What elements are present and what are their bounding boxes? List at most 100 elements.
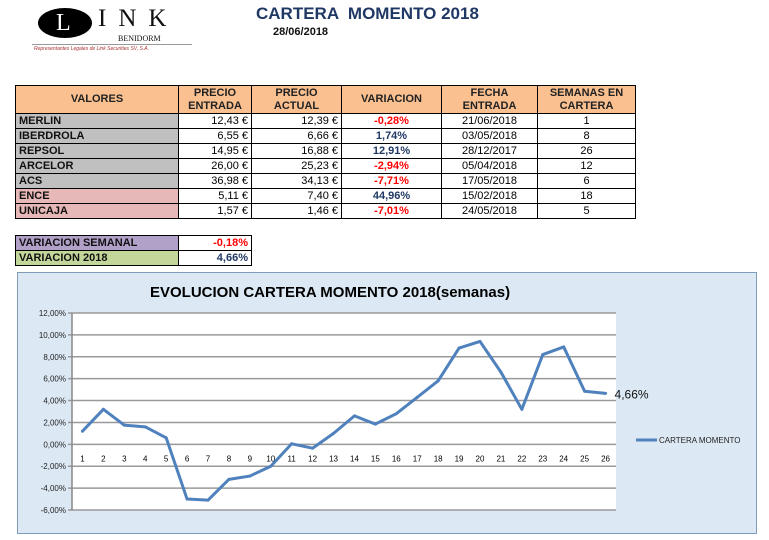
y-tick-label: -6,00% [41,506,66,515]
table-cell: 16,88 € [251,143,342,159]
table-cell: 28/12/2017 [441,143,538,159]
data-point [311,446,315,450]
data-point [185,497,189,501]
x-tick-label: 5 [164,454,169,463]
data-point [562,345,566,349]
table-cell: 34,13 € [251,173,342,189]
data-point [101,407,105,411]
y-tick-label: 10,00% [39,331,66,340]
x-tick-label: 11 [288,454,297,463]
table-cell: 26 [537,143,636,159]
x-tick-label: 23 [538,454,547,463]
page-title: CARTERA MOMENTO 2018 [256,4,479,23]
row-name: ARCELOR [15,158,179,174]
chart-title: EVOLUCION CARTERA MOMENTO 2018(semanas) [150,284,511,301]
y-tick-label: -2,00% [41,462,66,471]
x-tick-label: 13 [329,454,338,463]
data-point [394,412,398,416]
y-tick-label: 2,00% [43,418,66,427]
x-tick-label: 18 [434,454,443,463]
table-cell: 1,74% [341,128,442,144]
y-tick-label: 8,00% [43,353,66,362]
table-cell: 18 [537,188,636,204]
y-tick-label: 0,00% [43,440,66,449]
table-cell: 44,96% [341,188,442,204]
table-cell: 6,66 € [251,128,342,144]
x-tick-label: 3 [122,454,127,463]
table-cell: 5 [537,203,636,219]
data-point [143,425,147,429]
x-tick-label: 12 [308,454,317,463]
table-cell: 12,39 € [251,113,342,129]
data-point [457,346,461,350]
logo-tagline: Representantes Legales de Link Securitie… [34,46,149,52]
data-point [269,464,273,468]
table-cell: 12,43 € [178,113,252,129]
series-line [81,339,606,502]
row-name: UNICAJA [15,203,179,219]
x-tick-label: 21 [496,454,505,463]
data-point [436,379,440,383]
data-point [478,339,482,343]
logo-letter-l: L [56,10,71,36]
summary-value: -0,18% [178,235,252,251]
data-point [604,391,608,395]
table-cell: 05/04/2018 [441,158,538,174]
data-point [352,414,356,418]
logo-letters: INK [98,5,179,32]
table-cell: 25,23 € [251,158,342,174]
data-point [122,423,126,427]
data-point [248,474,252,478]
summary-value: 4,66% [178,250,252,266]
data-point [290,442,294,446]
y-tick-label: 12,00% [39,309,66,318]
x-tick-label: 9 [248,454,253,463]
x-tick-label: 10 [266,454,275,463]
table-cell: 15/02/2018 [441,188,538,204]
table-cell: 26,00 € [178,158,252,174]
x-tick-label: 25 [580,454,589,463]
x-tick-label: 1 [80,454,85,463]
y-tick-label: -4,00% [41,484,66,493]
row-name: MERLIN [15,113,179,129]
table-cell: 14,95 € [178,143,252,159]
x-tick-label: 17 [413,454,422,463]
y-tick-label: 4,00% [43,397,66,406]
x-tick-label: 14 [350,454,359,463]
table-cell: 36,98 € [178,173,252,189]
data-point [541,353,545,357]
data-point [80,429,84,433]
row-name: REPSOL [15,143,179,159]
table-cell: -2,94% [341,158,442,174]
summary-label: VARIACION 2018 [15,250,179,266]
legend-label: CARTERA MOMENTO [659,436,741,445]
column-header: VALORES [15,85,179,114]
y-tick-label: 6,00% [43,375,66,384]
column-header: SEMANAS EN CARTERA [537,85,636,114]
x-tick-label: 26 [601,454,610,463]
data-point [373,422,377,426]
table-cell: 1,57 € [178,203,252,219]
x-tick-label: 16 [392,454,401,463]
data-point [332,431,336,435]
last-value-label: 4,66% [615,387,649,401]
data-point [164,436,168,440]
table-cell: 21/06/2018 [441,113,538,129]
x-tick-label: 8 [227,454,232,463]
table-cell: 7,40 € [251,188,342,204]
data-point [583,389,587,393]
table-cell: -7,01% [341,203,442,219]
summary-label: VARIACION SEMANAL [15,235,179,251]
data-point [227,477,231,481]
column-header: PRECIO ACTUAL [251,85,342,114]
table-cell: 5,11 € [178,188,252,204]
table-cell: 24/05/2018 [441,203,538,219]
x-tick-label: 22 [517,454,526,463]
table-cell: 12 [537,158,636,174]
row-name: ACS [15,173,179,189]
table-cell: -7,71% [341,173,442,189]
data-point [206,498,210,502]
x-tick-label: 24 [559,454,568,463]
table-cell: 8 [537,128,636,144]
